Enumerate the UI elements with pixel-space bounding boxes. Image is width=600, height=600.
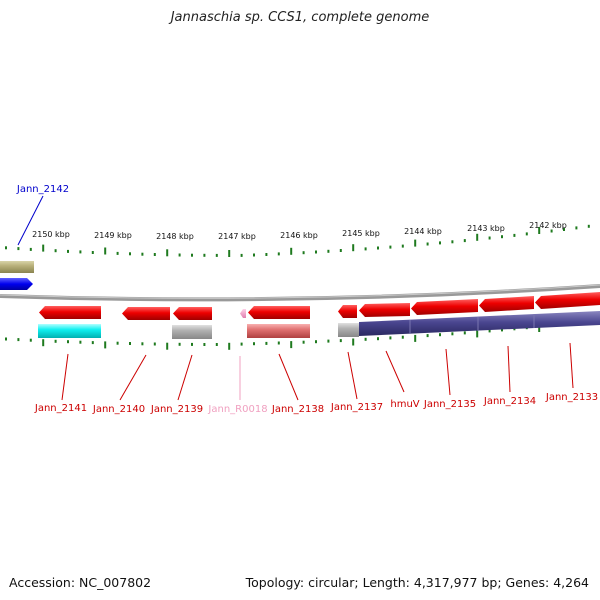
label-jann-2140[interactable]: Jann_2140 — [92, 404, 145, 415]
annotation-gray-2139 — [172, 325, 212, 339]
scale-label-2144: 2144 kbp — [404, 227, 442, 236]
label-jann-r0018[interactable]: Jann_R0018 — [207, 404, 267, 415]
label-jann-2138[interactable]: Jann_2138 — [271, 404, 324, 415]
leader-jann-2141 — [61, 353, 69, 401]
genome-title: Jannaschia sp. CCS1, complete genome — [170, 10, 430, 25]
leader-jann-2139 — [177, 354, 193, 401]
gene-jann-2139[interactable] — [173, 307, 212, 320]
annotation-gray-2137 — [338, 323, 359, 337]
gene-jann-r0018[interactable] — [240, 309, 246, 318]
gene-jann-2134[interactable] — [479, 296, 534, 312]
accession-text: Accession: NC_007802 — [9, 575, 152, 590]
feature-olive-band — [0, 261, 34, 273]
label-hmuv[interactable]: hmuV — [390, 399, 419, 410]
gene-jann-2133[interactable] — [535, 292, 600, 309]
scale-label-2150: 2150 kbp — [32, 230, 70, 239]
label-jann-2133[interactable]: Jann_2133 — [545, 392, 598, 403]
genome-backbone-highlight — [0, 284, 600, 299]
scale-label-2149: 2149 kbp — [94, 231, 132, 240]
outer-scale-ticks — [5, 224, 590, 257]
gene-labels: Jann_2142 Jann_2141 Jann_2140 Jann_2139 … — [16, 184, 598, 415]
gene-jann-2135[interactable] — [411, 299, 478, 315]
leader-lines — [17, 195, 574, 401]
label-jann-2141[interactable]: Jann_2141 — [34, 403, 87, 414]
label-jann-2134[interactable]: Jann_2134 — [483, 396, 536, 407]
scale-label-2143: 2143 kbp — [467, 224, 505, 233]
leader-jann-2135 — [445, 348, 451, 396]
label-jann-2139[interactable]: Jann_2139 — [150, 404, 203, 415]
leader-jann-2134 — [507, 345, 511, 393]
gene-jann-2141[interactable] — [39, 306, 101, 319]
leader-jann-2137 — [347, 351, 358, 400]
genome-backbone — [0, 284, 600, 302]
label-jann-2142[interactable]: Jann_2142 — [16, 184, 69, 195]
reverse-strand-genes — [39, 292, 600, 320]
gene-jann-2137[interactable] — [338, 305, 357, 318]
scale-label-2145: 2145 kbp — [342, 229, 380, 238]
genome-summary-text: Topology: circular; Length: 4,317,977 bp… — [245, 575, 589, 590]
annotation-cyan — [38, 324, 101, 338]
annotation-salmon-2138 — [247, 324, 310, 338]
leader-jann-2133 — [569, 342, 574, 389]
gene-jann-2138[interactable] — [248, 306, 310, 319]
leader-jann-2138 — [278, 353, 299, 401]
leader-hmuv — [385, 350, 405, 393]
leader-jann-2140 — [119, 354, 147, 401]
leader-jann-2142 — [17, 195, 44, 246]
label-jann-2137[interactable]: Jann_2137 — [330, 402, 383, 413]
gene-jann-2140[interactable] — [122, 307, 170, 320]
scale-label-2148: 2148 kbp — [156, 232, 194, 241]
gene-hmuv[interactable] — [359, 303, 410, 317]
annotation-navy-band — [359, 311, 600, 336]
label-jann-2135[interactable]: Jann_2135 — [423, 399, 476, 410]
scale-labels: 2150 kbp 2149 kbp 2148 kbp 2147 kbp 2146… — [32, 221, 567, 241]
scale-label-2146: 2146 kbp — [280, 231, 318, 240]
scale-label-2142: 2142 kbp — [529, 221, 567, 230]
annotation-bars — [38, 311, 600, 339]
scale-label-2147: 2147 kbp — [218, 232, 256, 241]
gene-jann-2142[interactable] — [0, 278, 33, 290]
